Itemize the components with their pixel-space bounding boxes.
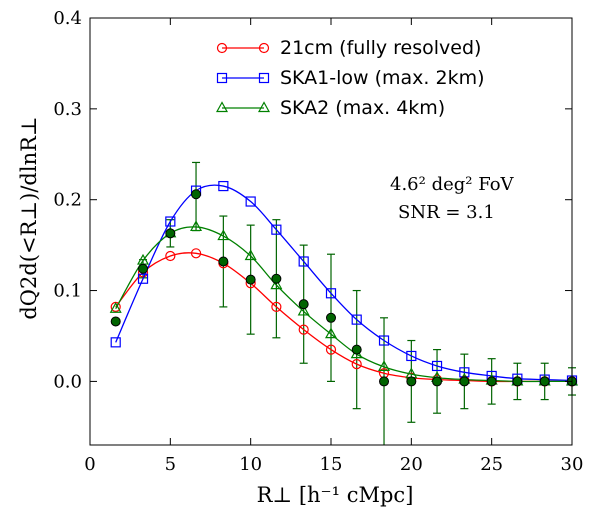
series-line-0 — [115, 252, 572, 383]
observed-point — [459, 376, 470, 387]
legend-label: SKA1-low (max. 2km) — [280, 67, 485, 89]
x-tick-label: 20 — [400, 454, 423, 475]
y-tick-label: 0.4 — [53, 8, 82, 29]
series-1-point — [431, 360, 443, 372]
observed-point — [379, 376, 390, 387]
legend-marker-right — [257, 101, 271, 113]
observed-point — [298, 299, 309, 310]
observed-point — [110, 316, 121, 327]
series-2-point — [270, 278, 283, 290]
legend-marker-right — [258, 42, 270, 54]
y-tick-label: 0.3 — [53, 99, 82, 120]
series-line-1 — [115, 184, 573, 382]
observed-point — [432, 376, 443, 387]
x-tick-label: 30 — [561, 454, 584, 475]
series-0-point — [190, 248, 202, 259]
series-1-point — [218, 180, 229, 192]
series-2-point — [190, 220, 203, 232]
legend-entry: SKA1-low (max. 2km) — [216, 67, 485, 89]
plot-area — [109, 161, 579, 445]
series-2-point — [297, 304, 310, 316]
series-1-point — [245, 196, 256, 207]
observed-point — [271, 273, 282, 284]
y-tick-label: 0.1 — [53, 281, 82, 302]
annotation-fov: 4.6² deg² FoV — [390, 174, 515, 195]
series-1-point — [325, 288, 337, 299]
series-0-point — [165, 250, 176, 262]
observed-point — [326, 312, 336, 323]
legend-entry: SKA2 (max. 4km) — [215, 97, 445, 119]
axes: 0 5 10 15 20 25 30 0.0 0.1 0.2 0.3 0.4 — [53, 8, 583, 475]
observed-point — [512, 376, 523, 387]
series-1-point — [351, 314, 362, 325]
observed-point — [486, 376, 497, 387]
observed-point — [165, 228, 176, 239]
series-line-2 — [115, 226, 572, 383]
series-1-point — [406, 350, 417, 362]
x-axis-label: R⊥ [h⁻¹ cMpc] — [257, 483, 414, 507]
observed-point — [218, 256, 229, 267]
legend-label: 21cm (fully resolved) — [280, 37, 481, 59]
x-tick-label: 5 — [165, 454, 176, 475]
y-axis-label: dQ2d(<R⊥)/dlnR⊥ — [17, 116, 41, 319]
y-tick-label: 0.0 — [53, 371, 82, 392]
series-1-point — [298, 256, 309, 267]
series-0-point — [351, 359, 362, 370]
x-tick-label: 15 — [320, 454, 343, 475]
x-tick-label: 25 — [480, 454, 503, 475]
series-1-point — [378, 335, 390, 346]
series-0-point — [298, 324, 309, 335]
series-2-point — [244, 249, 257, 261]
observed-point — [351, 344, 362, 355]
observed-point — [539, 376, 550, 387]
observed-point — [191, 189, 202, 200]
y-tick-label: 0.2 — [53, 190, 82, 211]
series-2-point — [217, 229, 230, 241]
legend-marker-left — [216, 42, 228, 54]
annotation-snr: SNR = 3.1 — [398, 202, 495, 223]
series-2-point — [378, 360, 391, 371]
series-1-point — [137, 273, 149, 284]
x-tick-label: 10 — [239, 454, 262, 475]
observed-point — [406, 376, 417, 387]
legend-entry: 21cm (fully resolved) — [216, 37, 481, 59]
legend-marker-right — [258, 72, 270, 84]
legend-marker-left — [215, 101, 229, 113]
legend-label: SKA2 (max. 4km) — [280, 97, 445, 119]
series-0-point — [325, 344, 337, 355]
observed-point — [138, 263, 149, 274]
series-1-point — [165, 216, 176, 227]
x-tick-label: 0 — [84, 454, 95, 475]
series-2-point — [324, 327, 338, 339]
series-2-point — [109, 301, 122, 313]
series-1-point — [271, 224, 282, 235]
series-0-point — [271, 301, 282, 313]
legend: 21cm (fully resolved) SKA1-low (max. 2km)… — [215, 37, 485, 119]
series-1-point — [110, 337, 121, 348]
observed-point — [245, 274, 256, 285]
legend-marker-left — [216, 72, 228, 84]
